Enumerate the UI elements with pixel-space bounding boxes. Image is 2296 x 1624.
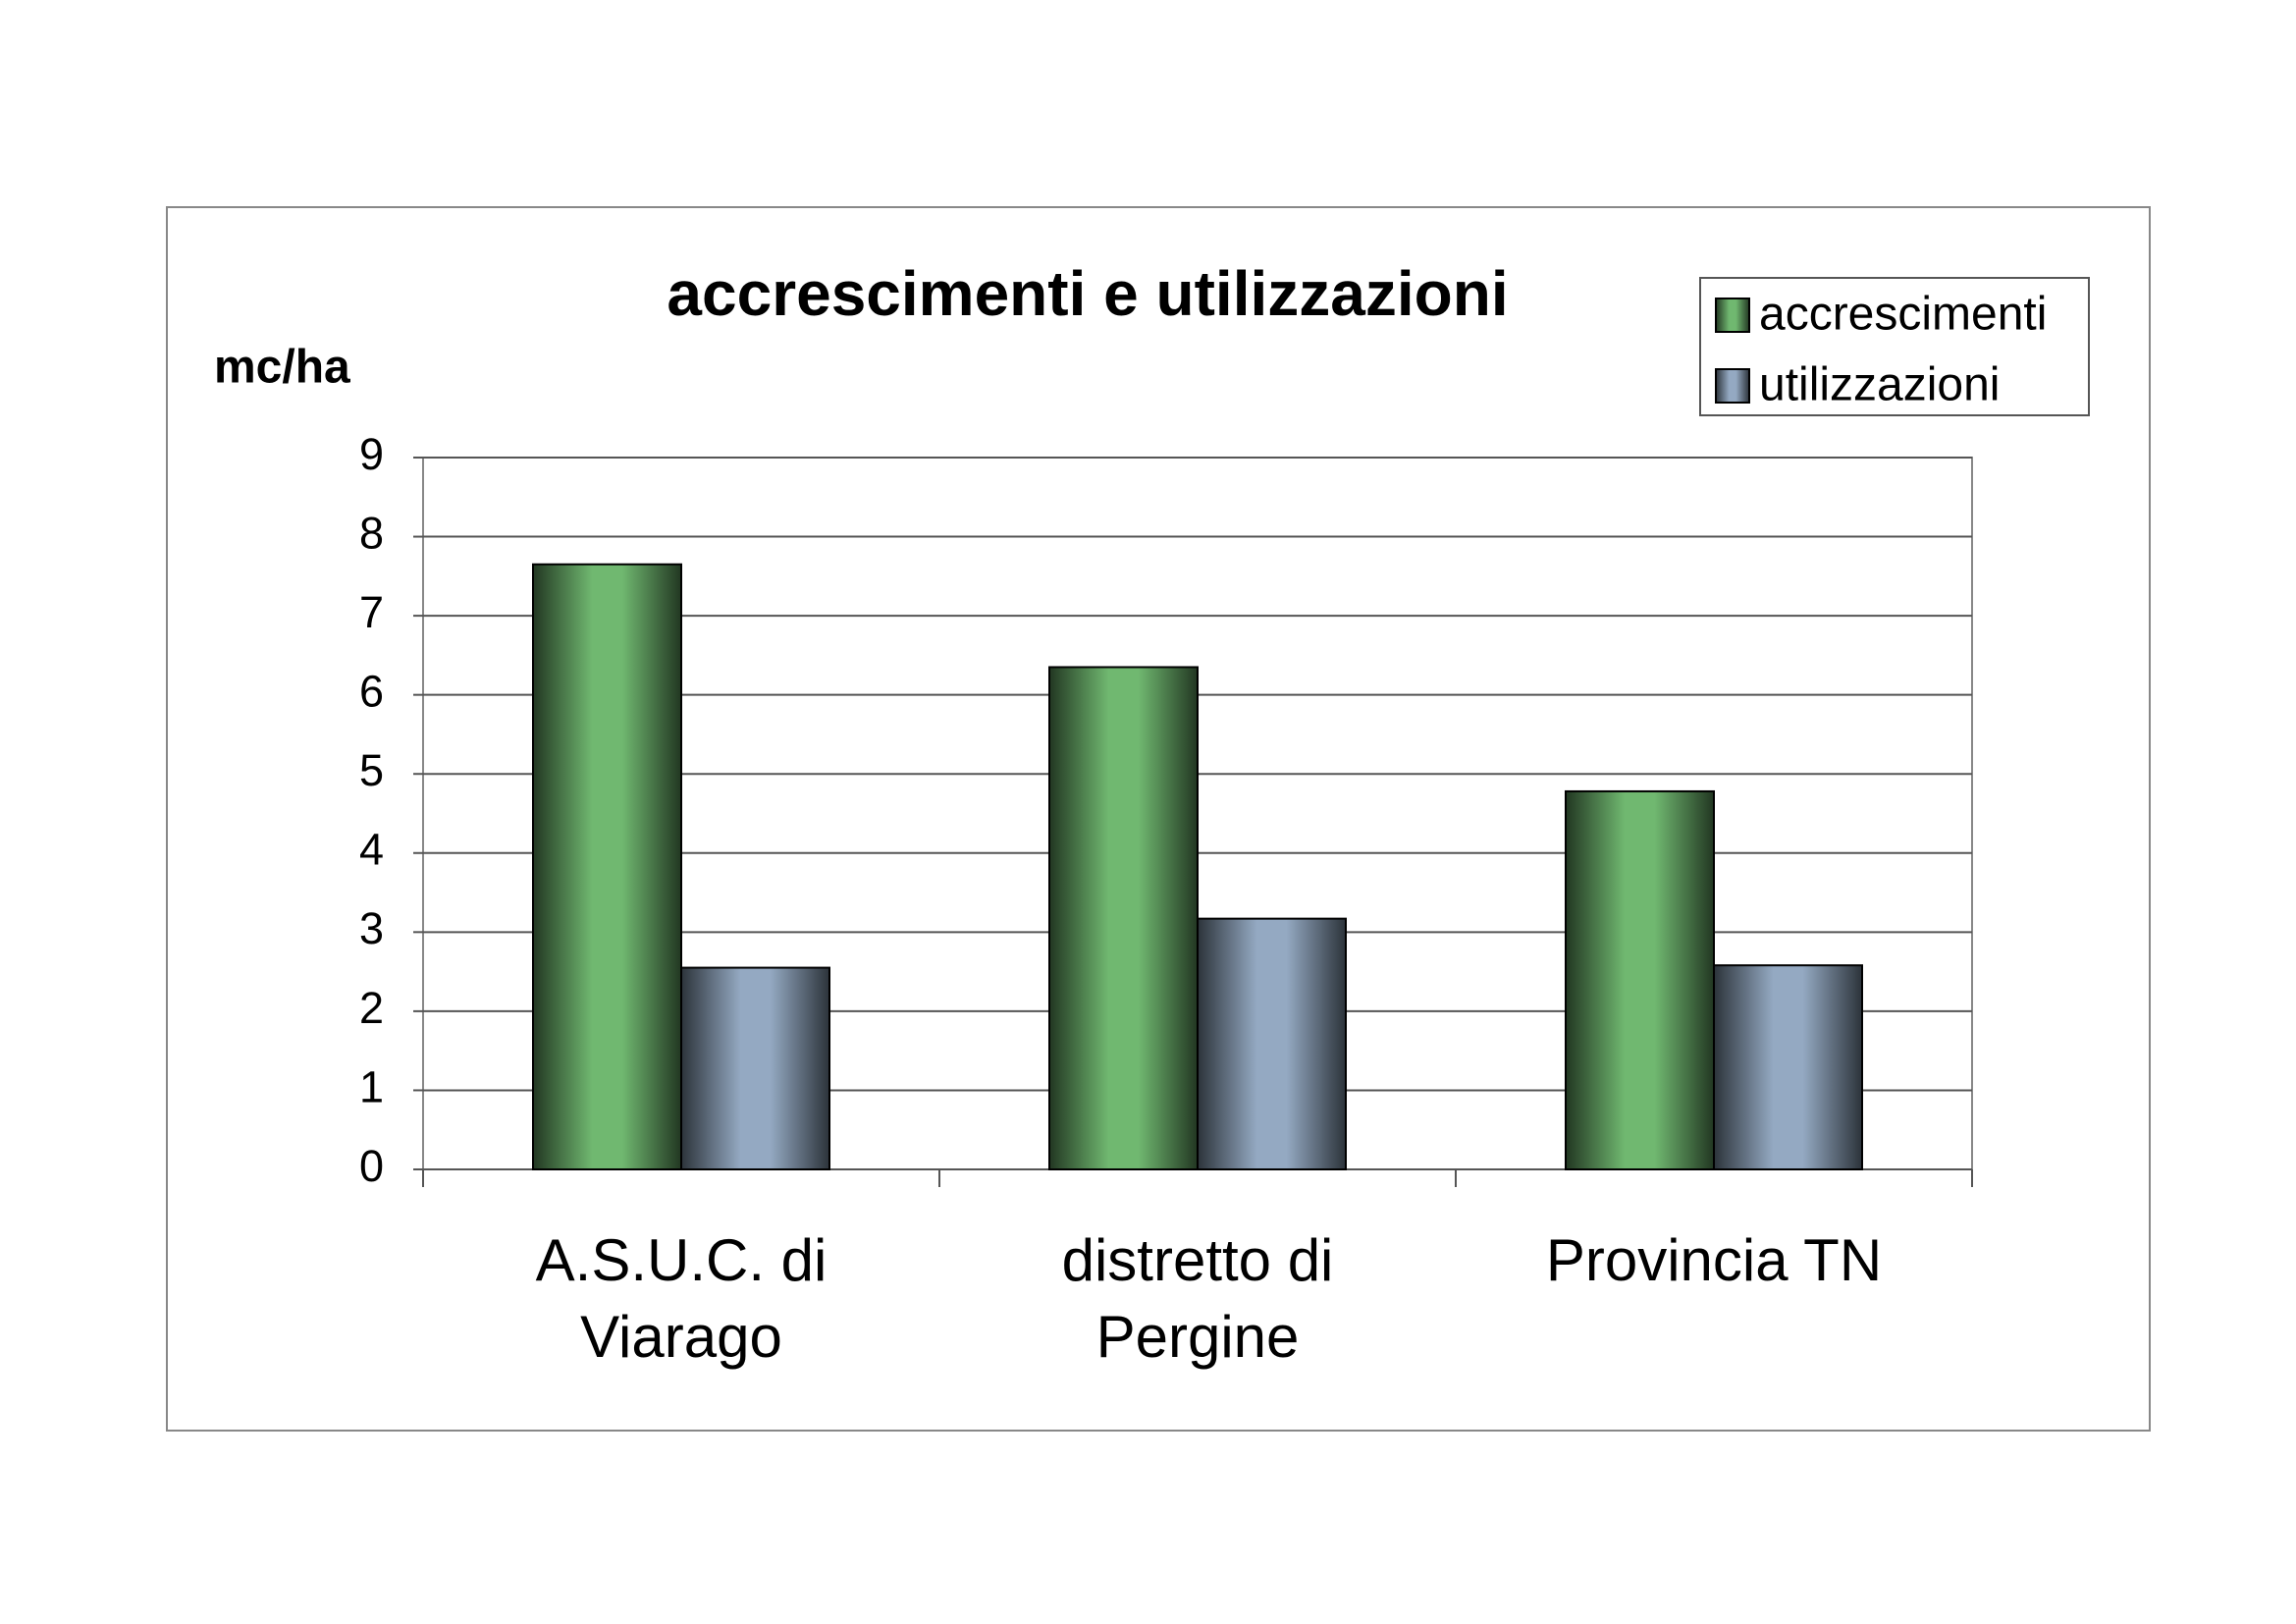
y-tick-label: 5 bbox=[359, 745, 384, 795]
legend-box bbox=[1699, 277, 2090, 416]
y-tick-label: 2 bbox=[359, 983, 384, 1033]
bar bbox=[532, 563, 682, 1170]
x-tick-label: A.S.U.C. di Viarago bbox=[535, 1227, 828, 1370]
legend-label: utilizzazioni bbox=[1759, 359, 2000, 411]
y-tick-label: 9 bbox=[359, 429, 384, 479]
y-tick-label: 4 bbox=[359, 825, 384, 875]
y-tick-label: 0 bbox=[359, 1141, 384, 1191]
bar bbox=[1713, 964, 1863, 1171]
legend-label: accrescimenti bbox=[1759, 289, 2047, 341]
y-tick-label: 3 bbox=[359, 903, 384, 953]
y-tick-label: 7 bbox=[359, 587, 384, 637]
bar bbox=[1197, 917, 1347, 1171]
y-tick-label: 1 bbox=[359, 1061, 384, 1111]
y-axis-label: mc/ha bbox=[214, 342, 350, 394]
x-tick-label: Provincia TN bbox=[1545, 1227, 1883, 1293]
y-tick-label: 8 bbox=[359, 508, 384, 558]
bar bbox=[680, 966, 830, 1170]
y-tick-label: 6 bbox=[359, 667, 384, 717]
x-tick-label: distretto di Pergine bbox=[1061, 1227, 1334, 1370]
chart-title: accrescimenti e utilizzazioni bbox=[667, 258, 1508, 329]
bar bbox=[1048, 666, 1199, 1170]
legend-swatch bbox=[1715, 298, 1750, 333]
bar bbox=[1565, 789, 1715, 1170]
legend-swatch bbox=[1715, 368, 1750, 404]
